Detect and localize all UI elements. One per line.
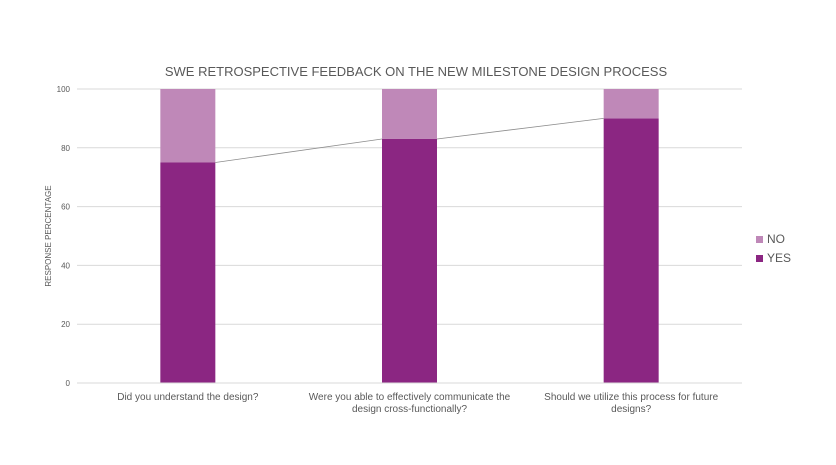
legend: NO YES [756, 232, 791, 265]
x-axis-categories: Did you understand the design? Were you a… [117, 392, 718, 415]
x-category-line: designs? [611, 404, 651, 415]
y-tick-label: 20 [61, 320, 70, 329]
y-tick-label: 0 [66, 379, 71, 388]
legend-swatch-yes [756, 255, 763, 262]
y-axis-label: RESPONSE PERCENTAGE [44, 185, 53, 286]
bar-no [382, 89, 437, 139]
x-category-line: Were you able to effectively communicate… [309, 392, 511, 403]
y-tick-label: 60 [61, 203, 70, 212]
series-line [436, 118, 604, 140]
y-tick-label: 100 [57, 85, 71, 94]
x-category-label: Did you understand the design? [117, 392, 259, 403]
legend-swatch-no [756, 236, 763, 243]
bar-yes [160, 162, 216, 383]
bar-no [160, 89, 216, 163]
chart-title: SWE RETROSPECTIVE FEEDBACK ON THE NEW MI… [165, 64, 668, 79]
bars [77, 89, 742, 384]
bar-yes [382, 138, 437, 383]
x-category-line: design cross-functionally? [352, 404, 467, 415]
x-category-label: Were you able to effectively communicate… [309, 392, 511, 415]
x-category-line: Did you understand the design? [117, 392, 259, 403]
y-tick-label: 80 [61, 144, 70, 153]
series-line [215, 138, 383, 163]
legend-label-yes: YES [767, 251, 791, 265]
y-tick-label: 40 [61, 261, 70, 270]
x-category-label: Should we utilize this process for futur… [544, 392, 718, 415]
legend-label-no: NO [767, 232, 785, 246]
bar-yes [603, 118, 659, 384]
bar-no [603, 89, 659, 119]
x-category-line: Should we utilize this process for futur… [544, 392, 718, 403]
y-axis-ticks: 0 20 40 60 80 100 [57, 85, 71, 388]
